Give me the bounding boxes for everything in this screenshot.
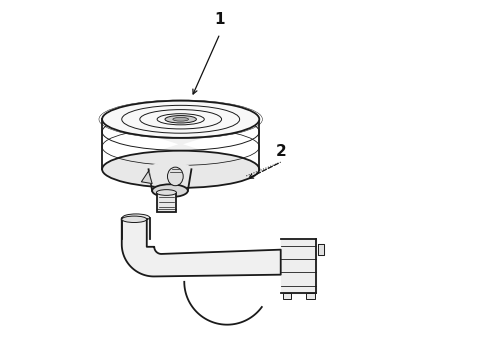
Ellipse shape [152,184,188,197]
Polygon shape [142,171,152,184]
Bar [306,293,315,299]
Polygon shape [148,163,192,191]
Ellipse shape [173,117,189,121]
Ellipse shape [122,214,149,221]
Ellipse shape [122,216,147,222]
Text: 2: 2 [275,144,286,159]
Polygon shape [318,244,323,255]
Text: 1: 1 [215,12,225,27]
Ellipse shape [165,116,196,123]
Polygon shape [122,219,281,276]
Polygon shape [122,217,149,239]
Ellipse shape [168,167,183,186]
Ellipse shape [102,101,259,138]
Ellipse shape [102,151,259,188]
Bar [283,293,292,299]
Bar [157,193,176,212]
Polygon shape [281,239,317,293]
Polygon shape [102,101,259,169]
Ellipse shape [156,190,176,195]
